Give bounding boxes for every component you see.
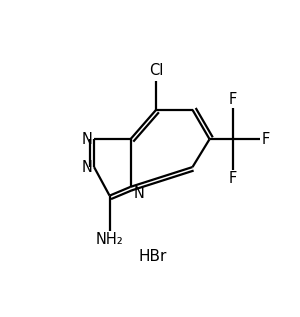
Text: F: F — [262, 132, 270, 147]
Text: NH₂: NH₂ — [96, 232, 124, 247]
Text: F: F — [229, 171, 237, 186]
Text: F: F — [229, 92, 237, 107]
Text: N: N — [133, 186, 144, 201]
Text: N: N — [81, 132, 92, 147]
Text: HBr: HBr — [138, 249, 166, 264]
Text: Cl: Cl — [149, 63, 163, 78]
Text: N: N — [81, 159, 92, 175]
